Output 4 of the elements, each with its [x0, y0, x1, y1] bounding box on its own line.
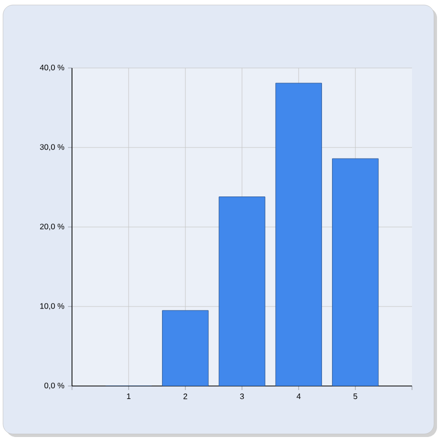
- bar: [218, 196, 266, 386]
- bar: [162, 310, 209, 386]
- bar: [275, 82, 322, 386]
- bar: [332, 158, 379, 386]
